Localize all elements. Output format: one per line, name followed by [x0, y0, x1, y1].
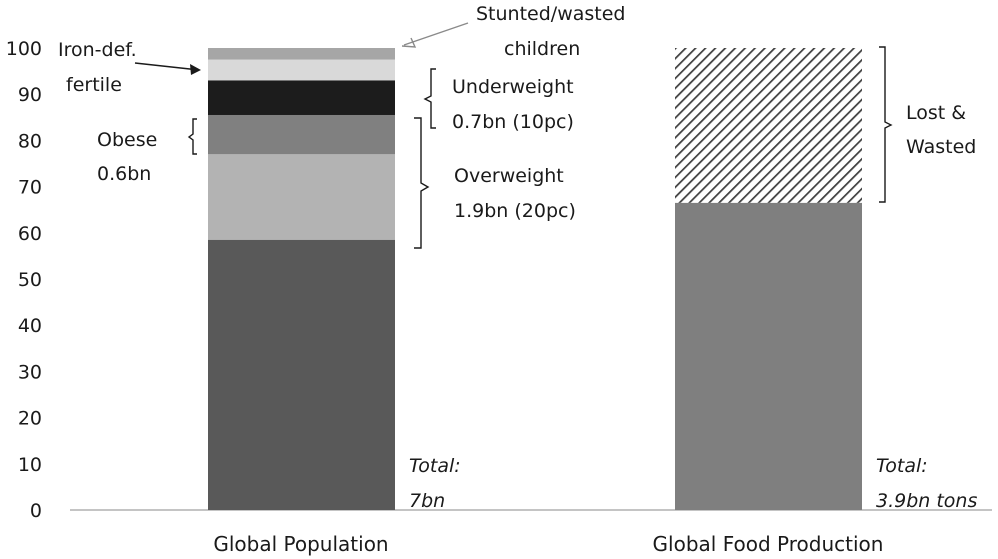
iron-arrow-line: [134, 62, 200, 71]
y-tick-label-30: 30: [18, 361, 42, 383]
stunted-arrow-head: [401, 37, 417, 48]
lost-bracket: [879, 46, 893, 203]
stunted-label-line1: Stunted/wasted: [476, 3, 625, 25]
y-tick-label-90: 90: [18, 84, 42, 106]
y-tick-label-10: 10: [18, 454, 42, 476]
bar-segment-1-1: [675, 48, 862, 203]
underweight-bracket: [423, 68, 436, 129]
y-tick-label-50: 50: [18, 269, 42, 291]
total-food-line2: 3.9bn tons: [876, 490, 977, 512]
bar-segment-0-5: [208, 48, 395, 60]
underweight-label-line2: 0.7bn (10pc): [452, 111, 574, 133]
stunted-arrow-line: [403, 22, 469, 46]
total-population-line2: 7bn: [409, 490, 445, 512]
iron-label-line2: fertile: [66, 74, 122, 96]
y-tick-label-0: 0: [30, 500, 42, 522]
lost-label-line1: Lost &: [906, 102, 966, 124]
y-tick-label-100: 100: [6, 38, 42, 60]
y-tick-label-60: 60: [18, 223, 42, 245]
bar-segment-1-0: [675, 202, 862, 510]
stunted-label-line2: children: [504, 38, 580, 60]
bar-segment-0-4: [208, 59, 395, 81]
annotation-brackets: [134, 22, 893, 249]
y-tick-label-20: 20: [18, 408, 42, 430]
category-label-1: Global Food Production: [653, 532, 884, 556]
annotation-labels: Stunted/wasted children Iron-def. fertile Un…: [58, 3, 977, 512]
iron-arrow-head: [190, 64, 201, 75]
bar-segment-0-3: [208, 80, 395, 115]
bar-segment-0-0: [208, 239, 395, 511]
obese-label-line2: 0.6bn: [97, 163, 151, 185]
obese-label-line1: Obese: [97, 129, 157, 151]
bar-segment-0-1: [208, 154, 395, 240]
bar-segment-0-2: [208, 114, 395, 155]
bars: Global Population Global Food Production: [208, 48, 883, 556]
obese-bracket: [187, 118, 197, 155]
iron-label-line1: Iron-def.: [58, 39, 137, 61]
lost-label-line2: Wasted: [906, 136, 976, 158]
overweight-bracket: [414, 117, 430, 249]
y-axis: 0 10 20 30 40 50 60 70 80 90 100: [6, 38, 992, 522]
underweight-label-line1: Underweight: [452, 76, 574, 98]
category-label-0: Global Population: [213, 532, 388, 556]
y-tick-label-70: 70: [18, 177, 42, 199]
overweight-label-line1: Overweight: [454, 165, 564, 187]
y-tick-label-80: 80: [18, 130, 42, 152]
total-population-line1: Total:: [409, 455, 461, 477]
overweight-label-line2: 1.9bn (20pc): [454, 200, 576, 222]
y-tick-label-40: 40: [18, 315, 42, 337]
total-food-line1: Total:: [876, 455, 928, 477]
